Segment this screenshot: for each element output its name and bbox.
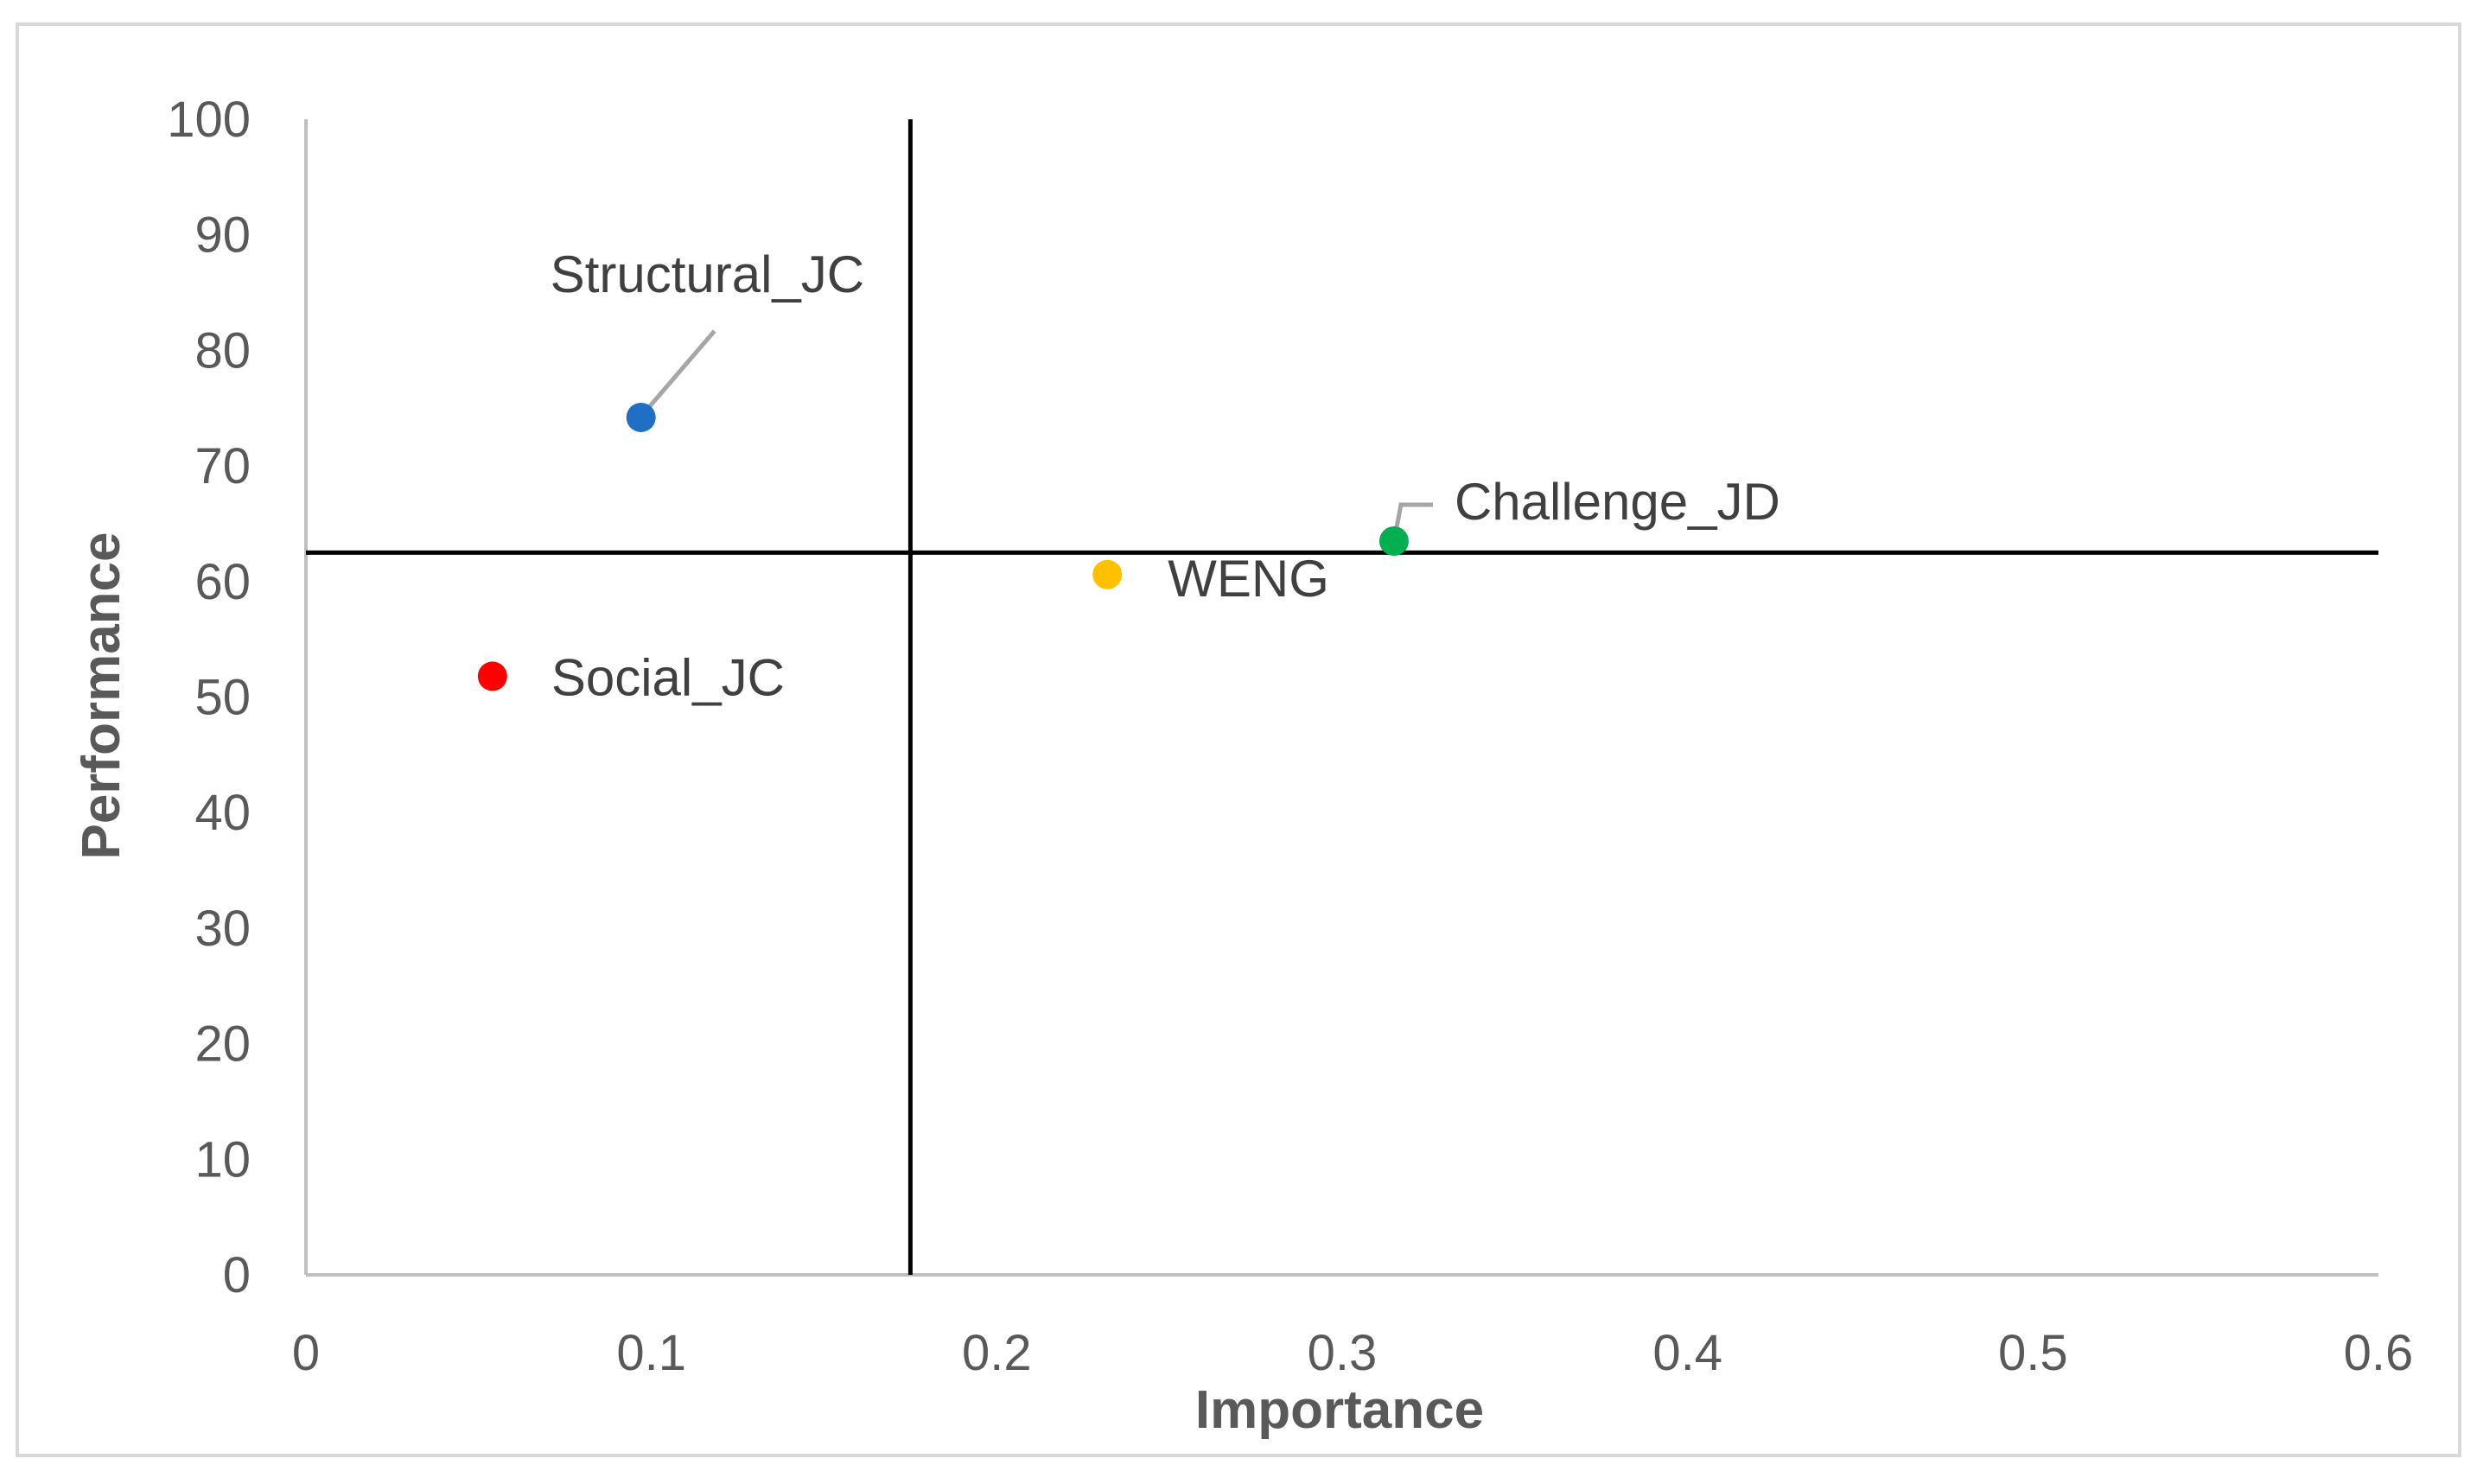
- x-tick-label: 0.3: [1308, 1325, 1378, 1381]
- y-tick-label: 0: [223, 1247, 251, 1303]
- x-tick-label: 0.6: [2344, 1325, 2414, 1381]
- point-label: WENG: [1168, 550, 1329, 608]
- scatter-point: [626, 402, 656, 432]
- x-tick-labels: 0 0.1 0.2 0.3 0.4 0.5 0.6: [292, 1325, 2413, 1381]
- y-tick-label: 20: [194, 1016, 251, 1073]
- y-tick-label: 90: [194, 207, 251, 264]
- data-points: Structural_JC Social_JC WENG Challenge_JD: [477, 245, 1780, 706]
- x-tick-label: 0: [292, 1325, 320, 1381]
- y-axis-title: Performance: [72, 532, 131, 859]
- scatter-point: [1378, 526, 1409, 557]
- leader-line: [1393, 502, 1433, 533]
- y-tick-label: 70: [194, 438, 251, 494]
- y-tick-label: 10: [194, 1131, 251, 1188]
- x-axis-title: Importance: [1195, 1380, 1484, 1440]
- scatter-point: [477, 661, 507, 691]
- y-tick-labels: 0 10 20 30 40 50 60 70 80 90 100: [167, 92, 251, 1303]
- y-tick-label: 30: [194, 901, 251, 957]
- leader-line: [644, 329, 716, 412]
- x-tick-label: 0.4: [1652, 1325, 1722, 1381]
- y-tick-label: 50: [194, 670, 251, 726]
- y-tick-label: 100: [167, 92, 251, 148]
- x-tick-label: 0.5: [1998, 1325, 2068, 1381]
- y-tick-label: 60: [194, 554, 251, 610]
- x-tick-label: 0.1: [616, 1325, 686, 1381]
- chart-frame: [16, 22, 2461, 1457]
- point-label: Social_JC: [551, 648, 785, 706]
- y-tick-label: 80: [194, 322, 251, 379]
- point-label: Structural_JC: [551, 245, 864, 303]
- x-tick-label: 0.2: [962, 1325, 1032, 1381]
- y-tick-label: 40: [194, 785, 251, 841]
- scatter-point: [1092, 559, 1123, 589]
- point-label: Challenge_JD: [1455, 473, 1780, 531]
